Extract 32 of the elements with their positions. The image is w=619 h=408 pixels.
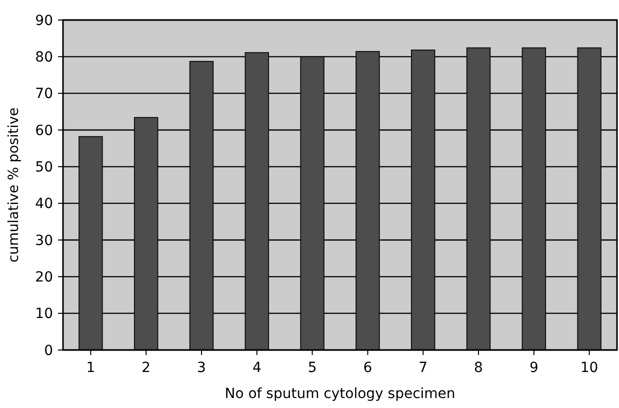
x-axis-title: No of sputum cytology specimen bbox=[224, 386, 456, 402]
x-tick-label: 1 bbox=[86, 360, 96, 376]
y-tick-label: 80 bbox=[35, 50, 53, 66]
bar bbox=[78, 136, 103, 350]
x-tick-label: 5 bbox=[308, 360, 317, 376]
y-tick-label: 20 bbox=[35, 270, 53, 286]
y-tick-label: 10 bbox=[35, 306, 53, 322]
y-axis-title: cumulative % positive bbox=[6, 108, 22, 262]
x-tick-label: 2 bbox=[142, 360, 151, 376]
bar bbox=[244, 52, 270, 350]
y-tick-label: 60 bbox=[35, 122, 53, 139]
bar bbox=[410, 50, 436, 350]
y-tick-label: 70 bbox=[35, 86, 53, 102]
y-tick-label: 90 bbox=[35, 12, 53, 29]
y-tick-label: 50 bbox=[35, 160, 53, 176]
x-tick-label: 6 bbox=[363, 360, 372, 376]
bar bbox=[300, 56, 324, 350]
bar bbox=[189, 60, 214, 350]
bar bbox=[356, 51, 380, 350]
x-tick-label: 4 bbox=[252, 360, 262, 376]
x-tick-label: 9 bbox=[529, 360, 538, 376]
x-tick-label: 8 bbox=[474, 360, 483, 376]
bar bbox=[522, 47, 546, 350]
bar bbox=[577, 47, 602, 350]
x-tick-label: 7 bbox=[418, 360, 428, 376]
x-tick-label: 10 bbox=[580, 360, 598, 376]
bar bbox=[134, 117, 158, 350]
y-tick-label: 30 bbox=[35, 232, 53, 249]
y-tick-label: 40 bbox=[35, 196, 53, 212]
y-tick-label: 0 bbox=[44, 342, 53, 359]
x-tick-label: 3 bbox=[197, 360, 206, 376]
bar bbox=[466, 47, 491, 350]
